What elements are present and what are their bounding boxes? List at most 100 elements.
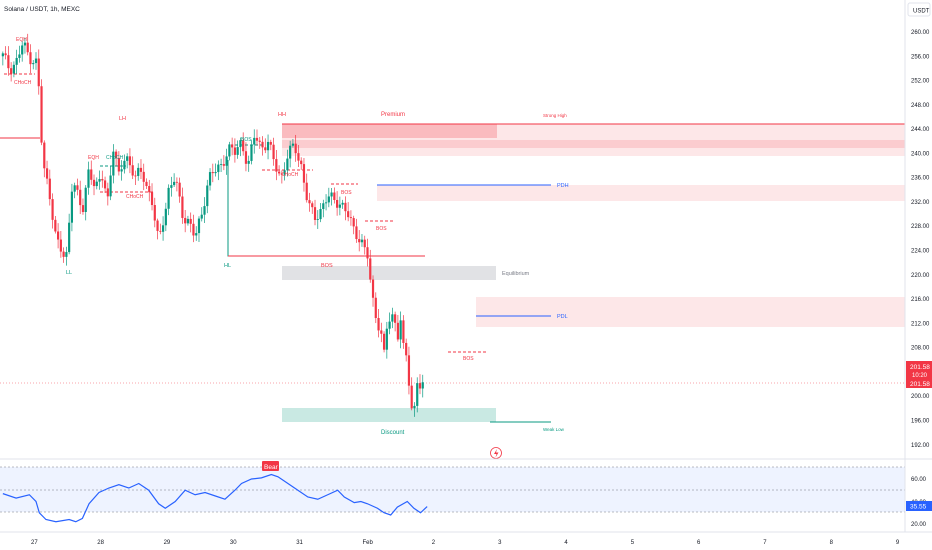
candle-body — [413, 405, 416, 409]
candle-body — [81, 205, 85, 212]
candle-body — [128, 156, 132, 166]
candle-body — [371, 279, 375, 298]
candle-body — [206, 185, 209, 207]
zones — [282, 124, 905, 422]
candle-body — [280, 173, 283, 175]
candle-body — [181, 196, 184, 218]
candle-body — [391, 314, 394, 322]
candle-body — [115, 151, 118, 159]
price-tick: 232.00 — [911, 200, 930, 206]
candle-body — [34, 58, 38, 64]
price-tick: 240.00 — [911, 151, 930, 157]
candle-body — [117, 158, 120, 172]
candle-body — [131, 165, 134, 176]
candle-body — [352, 218, 355, 227]
label-lh: LH — [119, 116, 126, 122]
candles — [1, 33, 424, 417]
candle-body — [319, 209, 322, 220]
candle-body — [297, 153, 300, 161]
price-tick: 248.00 — [911, 103, 930, 109]
currency-button[interactable] — [907, 2, 931, 17]
label-bos-3: BOS — [376, 226, 387, 232]
candle-body — [15, 57, 18, 65]
candle-body — [291, 143, 295, 146]
candle-body — [170, 185, 173, 188]
candle-body — [313, 207, 317, 220]
candle-body — [266, 141, 270, 151]
last-price-tag — [906, 361, 932, 388]
candle-body — [192, 223, 195, 236]
candle-body — [37, 58, 40, 87]
price-tick: 208.00 — [911, 346, 930, 352]
price-tick: 220.00 — [911, 273, 930, 279]
candle-body — [57, 231, 60, 240]
candle-body — [294, 143, 297, 154]
candle-body — [59, 239, 62, 252]
candle-body — [178, 182, 181, 197]
candle-body — [148, 186, 151, 193]
candle-body — [79, 189, 82, 206]
label-discount: Discount — [381, 430, 405, 436]
candle-body — [175, 181, 178, 183]
price-pane[interactable] — [0, 0, 905, 457]
candle-body — [106, 188, 109, 197]
candle-body — [233, 147, 236, 155]
lightning-icon[interactable] — [490, 447, 502, 459]
time-axis[interactable]: 27 28 29 30 31 Feb 2 3 4 5 6 7 8 9 — [0, 531, 932, 546]
countdown: 10:20 — [912, 373, 928, 379]
candle-body — [324, 202, 328, 204]
candle-body — [95, 181, 98, 187]
candle-body — [272, 144, 275, 160]
candle-body — [76, 185, 79, 190]
candle-body — [145, 181, 148, 187]
candle-body — [225, 156, 228, 166]
label-strong-high: Strong High — [543, 113, 567, 118]
candle-body — [45, 168, 49, 179]
candle-body — [7, 55, 10, 69]
candle-body — [269, 141, 272, 145]
candle-body — [394, 314, 397, 323]
label-equilibrium: Equilibrium — [502, 271, 530, 277]
candle-body — [250, 144, 253, 161]
candle-body — [244, 151, 248, 164]
time-tick: 27 — [31, 540, 38, 546]
candle-body — [341, 202, 344, 205]
symbol-title: Solana / USDT, 1h, MEXC — [4, 6, 80, 13]
candle-body — [402, 320, 405, 343]
candle-body — [366, 247, 369, 259]
candle-body — [242, 140, 245, 152]
candle-body — [214, 172, 217, 174]
marker-price: 201.58 — [910, 381, 930, 388]
candle-body — [308, 200, 311, 204]
rsi-line — [2, 473, 428, 523]
label-choch-4: CHoCH — [281, 172, 299, 178]
candle-body — [347, 211, 350, 218]
candle-body — [173, 181, 176, 186]
candle-body — [101, 179, 104, 181]
candle-body — [186, 218, 190, 224]
candle-body — [43, 142, 46, 169]
price-axis[interactable]: USDT 260.00 256.00 252.00 248.00 244.00 240.0… — [904, 0, 932, 532]
candle-body — [231, 144, 234, 148]
candle-body — [189, 218, 192, 224]
candle-body — [161, 225, 165, 232]
price-tick: 260.00 — [911, 30, 930, 36]
candle-body — [134, 175, 137, 177]
candle-body — [51, 199, 54, 220]
label-pdl: PDL — [557, 314, 568, 320]
candle-body — [255, 137, 259, 141]
label-weak-low: Weak Low — [543, 427, 565, 432]
candle-body — [418, 383, 422, 389]
candle-body — [92, 179, 96, 187]
candle-body — [40, 86, 43, 143]
time-tick: 30 — [230, 540, 237, 546]
label-hh: HH — [278, 112, 286, 118]
candle-body — [336, 199, 339, 208]
candle-body — [142, 171, 145, 182]
label-bos-1: BOS — [241, 137, 252, 143]
rsi-axis[interactable]: 60.00 40.00 20.00 35.55 — [906, 477, 932, 528]
rsi-value: 35.55 — [910, 504, 927, 511]
candle-body — [109, 175, 112, 197]
rsi-pane[interactable]: Bear — [0, 461, 905, 523]
